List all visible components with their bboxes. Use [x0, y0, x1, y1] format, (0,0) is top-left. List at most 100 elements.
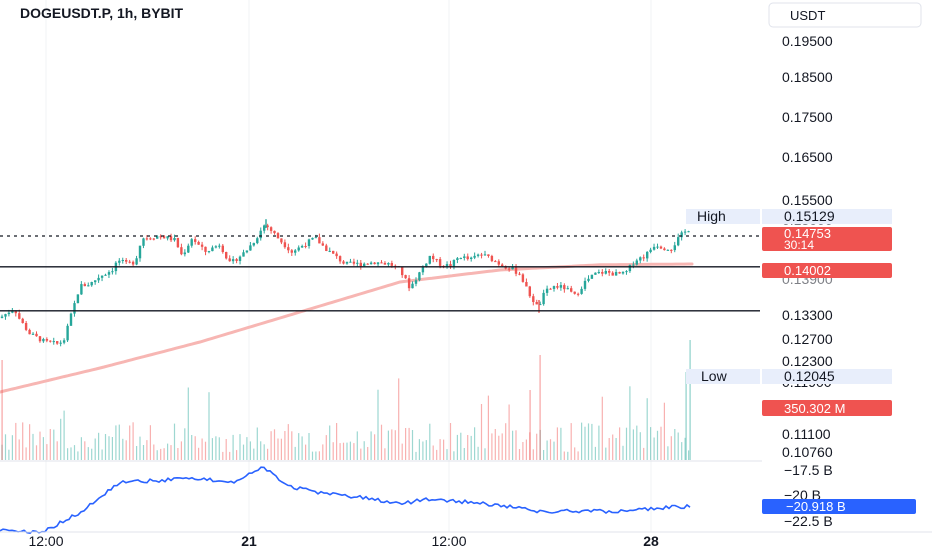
candle-body [414, 280, 418, 284]
volume-bar [329, 425, 331, 460]
volume-bar [180, 441, 182, 460]
candle-body [470, 257, 473, 259]
volume-bar [211, 438, 213, 460]
candle-body [90, 282, 93, 286]
volume-bar [260, 441, 262, 460]
candle-body [663, 248, 666, 251]
volume-bar [46, 444, 48, 460]
volume-bar [581, 422, 583, 460]
volume-bar [273, 429, 276, 460]
candle-body [590, 274, 594, 279]
candle-body [587, 278, 590, 281]
volume-bar [549, 439, 552, 460]
candle-body [494, 261, 497, 263]
volume-bar [674, 429, 676, 460]
volume-bar [253, 448, 255, 460]
volume-bar [553, 441, 555, 460]
candle-body [35, 333, 38, 337]
candle-body [259, 230, 262, 239]
candle-body [125, 260, 128, 262]
candle-body [118, 260, 121, 263]
volume-bar [563, 451, 565, 460]
candle-body [235, 259, 238, 261]
volume-bar [456, 434, 458, 460]
volume-bar [370, 431, 372, 460]
candle-body [21, 318, 24, 323]
volume-bar [80, 437, 82, 460]
candle-body [152, 238, 155, 240]
ma-value: 0.14002 [784, 263, 831, 278]
volume-bar [636, 425, 638, 460]
time-axis-label: 12:00 [28, 533, 63, 549]
candle-body [187, 245, 190, 253]
candle-body [490, 256, 494, 262]
candle-body [559, 285, 563, 288]
candle-body [335, 253, 338, 257]
volume-bar [425, 440, 427, 460]
candle-body [369, 262, 373, 265]
volume-bar [460, 432, 462, 460]
volume-bar [291, 431, 293, 460]
volume-bar [394, 430, 396, 460]
low-value: 0.12045 [784, 368, 835, 384]
candle-body [556, 286, 559, 288]
volume-bar [515, 430, 517, 460]
candle-body [549, 288, 552, 290]
volume-bar [689, 340, 691, 460]
last-price-marker: 0.14753 30:14 [762, 226, 892, 252]
volume-value: 350.302 M [784, 401, 845, 416]
candle-body [518, 273, 521, 275]
price-axis-label: 0.18500 [782, 69, 833, 85]
volume-bar [284, 431, 286, 460]
time-axis[interactable]: 12:00 21 12:00 28 [28, 533, 659, 549]
volume-bar [263, 444, 265, 460]
volume-bar [94, 438, 96, 460]
candle-body [621, 271, 625, 274]
volume-bar [629, 386, 631, 460]
candle-body [539, 304, 542, 306]
price-axis-label: 0.15500 [782, 192, 833, 208]
candle-body [183, 252, 186, 255]
volume-bar [122, 438, 124, 460]
indicator-axis[interactable]: −17.5 B −20 B −20.918 B −22.5 B [762, 462, 916, 529]
candle-body [325, 245, 328, 251]
horizontal-lines[interactable] [0, 235, 760, 312]
volume-bar [411, 430, 414, 460]
candle-body [142, 238, 145, 246]
candle-body [218, 245, 221, 247]
volume-bar [681, 442, 683, 460]
candle-body [628, 264, 632, 272]
candle-body [14, 310, 17, 314]
volume-bar [408, 427, 410, 460]
candle-body [238, 256, 242, 261]
volume-bar [453, 451, 455, 460]
candle-body [266, 225, 269, 228]
volume-bar [218, 437, 220, 460]
high-label: High [697, 208, 726, 224]
volume-bar [118, 424, 120, 460]
volume-bar [405, 428, 407, 460]
volume-bar [556, 427, 558, 460]
volume-bar [208, 392, 210, 460]
candle-body [131, 261, 135, 265]
candle-body [428, 255, 431, 264]
candle-body [321, 243, 324, 246]
currency-button[interactable]: USDT [768, 2, 922, 28]
high-value: 0.15129 [784, 208, 835, 224]
candle-body [552, 286, 556, 289]
candle-body [169, 236, 173, 241]
candle-body [145, 238, 149, 240]
volume-bar [685, 372, 687, 460]
candle-body [618, 272, 621, 274]
volume-bar [474, 427, 476, 460]
candle-body [570, 288, 573, 292]
volume-bar [622, 445, 624, 460]
volume-bar [294, 446, 296, 460]
candle-body [307, 239, 311, 246]
candle-body [149, 238, 152, 240]
chart-title: DOGEUSDT.P, 1h, BYBIT [20, 5, 184, 21]
candle-body [162, 236, 166, 239]
candle-body [456, 258, 459, 260]
